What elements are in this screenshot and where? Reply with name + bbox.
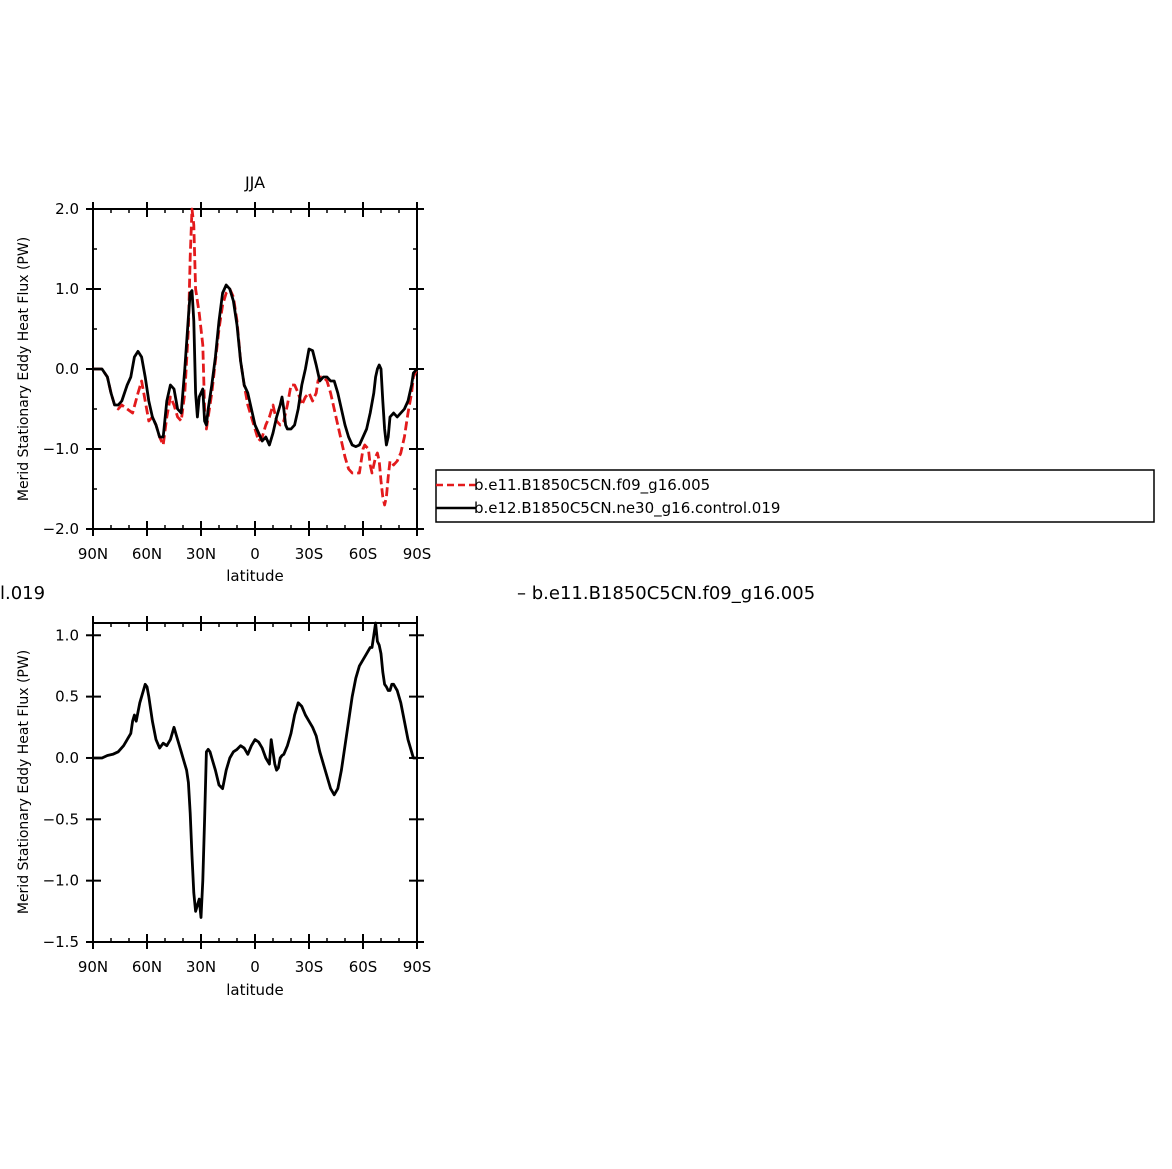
x-tick-label: 30N: [186, 958, 216, 976]
x-axis-label: latitude: [226, 567, 284, 585]
x-tick-label: 90S: [403, 958, 432, 976]
y-tick-label: 2.0: [55, 200, 79, 218]
panel-top: JJA Merid Stationary Eddy Heat Flux (PW)…: [16, 173, 1155, 585]
x-tick-label: 60S: [349, 545, 378, 563]
y-tick-label: 0.0: [55, 360, 79, 378]
y-tick-label: −2.0: [43, 520, 79, 538]
x-tick-label: 0: [250, 958, 260, 976]
series-label-left: l.019: [0, 583, 45, 604]
y-axis-label: Merid Stationary Eddy Heat Flux (PW): [16, 650, 32, 914]
legend-box: [435, 469, 1155, 523]
x-tick-label: 90N: [78, 545, 108, 563]
y-tick-label: −1.0: [43, 872, 79, 890]
series-line-1: [93, 621, 417, 919]
x-tick-label: 90N: [78, 958, 108, 976]
y-tick-label: 0.5: [55, 688, 79, 706]
plot-frame: [92, 208, 418, 530]
chart-title: JJA: [244, 173, 265, 192]
y-tick-label: 1.0: [55, 626, 79, 644]
x-tick-label: 60S: [349, 958, 378, 976]
y-tick-label: −1.5: [43, 933, 79, 951]
y-tick-label: 0.0: [55, 749, 79, 767]
legend-entry-1: b.e11.B1850C5CN.f09_g16.005: [474, 476, 710, 495]
x-tick-label: 60N: [132, 545, 162, 563]
legend: b.e11.B1850C5CN.f09_g16.005 b.e12.B1850C…: [435, 469, 1155, 523]
x-axis-label: latitude: [226, 981, 284, 999]
y-tick-label: 1.0: [55, 280, 79, 298]
x-tick-label: 30N: [186, 545, 216, 563]
x-tick-label: 60N: [132, 958, 162, 976]
y-tick-label: −0.5: [43, 810, 79, 828]
x-tick-label: 30S: [295, 958, 324, 976]
series-label-right: – b.e11.B1850C5CN.f09_g16.005: [517, 583, 815, 604]
legend-entry-2: b.e12.B1850C5CN.ne30_g16.control.019: [474, 499, 780, 518]
x-tick-label: 30S: [295, 545, 324, 563]
series-line-2: [93, 283, 419, 448]
y-tick-label: −1.0: [43, 440, 79, 458]
y-axis-label: Merid Stationary Eddy Heat Flux (PW): [16, 237, 32, 501]
x-tick-label: 0: [250, 545, 260, 563]
panel-bottom: Merid Stationary Eddy Heat Flux (PW) lat…: [0, 583, 815, 999]
x-tick-label: 90S: [403, 545, 432, 563]
plot-frame: [92, 622, 418, 943]
